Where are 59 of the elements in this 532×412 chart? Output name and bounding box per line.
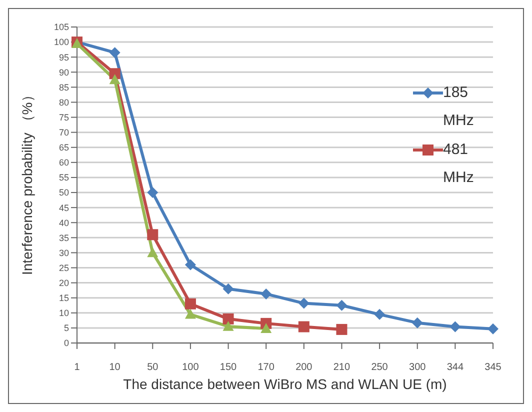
x-tick-label: 344 — [446, 362, 464, 374]
y-tick-label: 5 — [64, 323, 69, 334]
point — [184, 259, 196, 270]
y-tick-label: 80 — [58, 97, 69, 108]
y-tick-label: 70 — [58, 128, 69, 138]
x-tick-label: 50 — [147, 362, 159, 374]
x-tick-label: 200 — [296, 362, 313, 374]
legend-label: 185 MHz — [443, 83, 475, 131]
x-axis-title: The distance between WiBro MS and WLAN UE (m) — [123, 376, 447, 392]
y-tick-label: 40 — [58, 218, 69, 228]
x-tick-label: 1 — [74, 362, 80, 374]
y-tick-label: 105 — [54, 22, 69, 32]
x-tick-label: 170 — [258, 362, 275, 374]
point — [222, 283, 234, 294]
y-tick-label: 10 — [58, 308, 69, 318]
point — [260, 288, 272, 300]
y-tick-label: 50 — [58, 188, 69, 198]
x-tick-label: 250 — [371, 362, 388, 374]
y-axis-title: Interference probability （%） — [18, 88, 35, 275]
y-tick-label: 20 — [58, 278, 69, 288]
x-tick-label: 10 — [109, 362, 121, 374]
y-tick-label: 90 — [58, 67, 69, 78]
y-tick-label: 25 — [58, 262, 69, 273]
y-tick-label: 100 — [54, 37, 69, 48]
point — [109, 47, 120, 58]
x-tick-label: 345 — [484, 362, 502, 374]
y-tick-label: 85 — [58, 82, 69, 92]
x-tick-label: 150 — [220, 362, 238, 374]
point — [109, 74, 120, 84]
y-tick-label: 75 — [58, 112, 69, 122]
point — [336, 300, 348, 311]
y-tick-label: 45 — [58, 202, 69, 213]
point — [412, 317, 423, 328]
y-tick-label: 35 — [58, 232, 69, 243]
point — [222, 313, 234, 324]
point — [374, 308, 386, 320]
x-tick-label: 210 — [333, 362, 351, 374]
y-tick-label: 30 — [58, 248, 69, 258]
legend-label: 481 MHz — [443, 140, 475, 188]
point — [260, 323, 272, 333]
x-tick-label: 100 — [182, 362, 200, 374]
point — [184, 298, 196, 310]
point — [450, 321, 461, 332]
point — [488, 323, 498, 334]
y-tick-label: 95 — [58, 52, 69, 62]
y-tick-label: 0 — [64, 338, 69, 348]
point — [298, 298, 310, 309]
point — [147, 229, 158, 240]
point — [336, 324, 348, 335]
y-tick-label: 15 — [58, 293, 69, 304]
point — [147, 247, 158, 258]
y-tick-label: 60 — [58, 158, 69, 168]
point — [184, 308, 196, 319]
x-tick-label: 300 — [409, 362, 426, 374]
point — [298, 321, 310, 332]
point — [222, 320, 234, 331]
y-tick-label: 65 — [58, 142, 69, 153]
point — [147, 187, 158, 198]
y-tick-label: 55 — [58, 172, 69, 183]
